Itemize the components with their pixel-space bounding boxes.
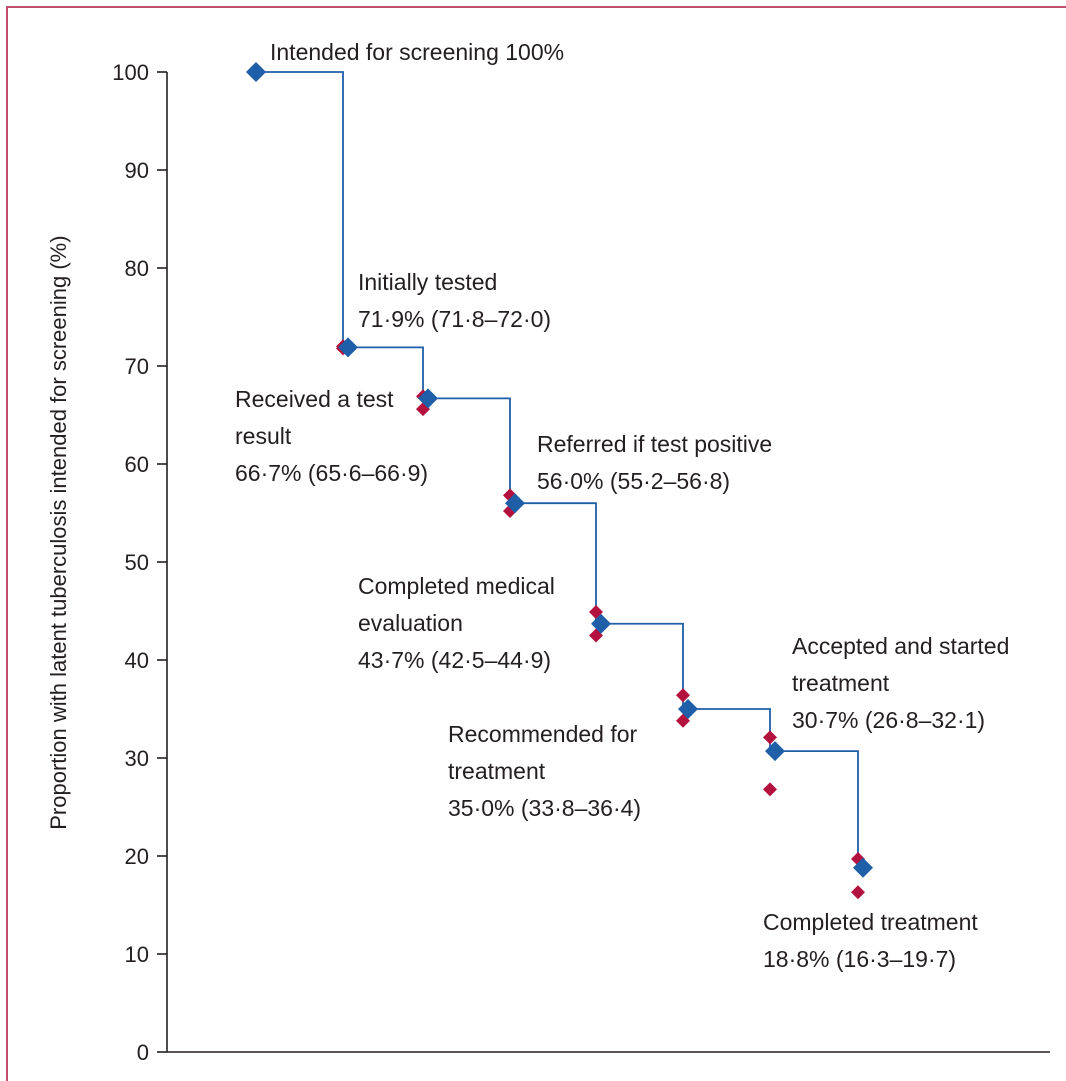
stage-label-6: Accepted and started treatment 30·7% (26·8… <box>792 633 1009 733</box>
y-tick-label-40: 40 <box>125 648 149 673</box>
stage-labels: Intended for screening 100% Initially tes… <box>235 39 1009 972</box>
stage-label-7-line-1: 18·8% (16·3–19·7) <box>763 946 956 972</box>
data-point-7 <box>853 857 873 878</box>
stage-label-3: Referred if test positive 56·0% (55·2–56·… <box>537 431 772 494</box>
stage-label-7-line-0: Completed treatment <box>763 909 978 935</box>
stage-label-3-line-0: Referred if test positive <box>537 431 772 457</box>
stage-label-4-line-2: 43·7% (42·5–44·9) <box>358 647 551 673</box>
stage-label-2: Received a test result 66·7% (65·6–66·9) <box>235 386 428 486</box>
data-point-5 <box>678 699 698 719</box>
stage-label-4-line-0: Completed medical <box>358 573 555 599</box>
figure-frame <box>6 6 1066 1081</box>
stage-label-6-line-1: treatment <box>792 670 890 696</box>
stage-label-0: Intended for screening 100% <box>270 39 564 65</box>
stage-label-5: Recommended for treatment 35·0% (33·8–36·4… <box>448 721 641 821</box>
stage-label-0-line-0: Intended for screening 100% <box>270 39 564 65</box>
data-point-1 <box>338 337 358 358</box>
stage-label-2-line-0: Received a test <box>235 386 394 412</box>
stage-label-6-line-0: Accepted and started <box>792 633 1009 659</box>
y-tick-label-50: 50 <box>125 550 149 575</box>
ci-low-marker-7 <box>851 885 865 900</box>
y-ticks: 0 10 20 30 40 50 60 70 80 90 100 <box>112 60 167 1065</box>
stage-label-6-line-2: 30·7% (26·8–32·1) <box>792 707 985 733</box>
y-tick-label-10: 10 <box>125 942 149 967</box>
stage-label-5-line-2: 35·0% (33·8–36·4) <box>448 795 641 821</box>
y-tick-label-20: 20 <box>125 844 149 869</box>
y-tick-label-70: 70 <box>125 354 149 379</box>
ci-high-marker-6 <box>763 730 777 745</box>
stage-label-4-line-1: evaluation <box>358 610 463 636</box>
stage-label-1-line-0: Initially tested <box>358 269 497 295</box>
y-axis <box>166 72 1050 1053</box>
data-point-6 <box>765 741 785 762</box>
stage-label-3-line-1: 56·0% (55·2–56·8) <box>537 468 730 494</box>
data-point-4 <box>591 613 611 634</box>
data-point-0 <box>246 62 266 82</box>
y-tick-label-30: 30 <box>125 746 149 771</box>
y-tick-label-80: 80 <box>125 256 149 281</box>
y-axis-label: Proportion with latent tuberculosis inte… <box>46 235 71 829</box>
stage-label-1-line-1: 71·9% (71·8–72·0) <box>358 306 551 332</box>
y-tick-label-100: 100 <box>112 60 149 85</box>
stage-label-1: Initially tested 71·9% (71·8–72·0) <box>358 269 551 332</box>
y-tick-label-0: 0 <box>137 1040 149 1065</box>
data-point-2 <box>418 388 438 409</box>
ci-high-marker-5 <box>676 688 690 703</box>
stage-label-5-line-1: treatment <box>448 758 546 784</box>
ci-low-marker-6 <box>763 782 777 797</box>
y-tick-label-60: 60 <box>125 452 149 477</box>
stage-label-4: Completed medical evaluation 43·7% (42·5–4… <box>358 573 555 673</box>
stage-label-2-line-2: 66·7% (65·6–66·9) <box>235 460 428 486</box>
data-point-3 <box>505 493 525 514</box>
y-tick-label-90: 90 <box>125 158 149 183</box>
stage-label-7: Completed treatment 18·8% (16·3–19·7) <box>763 909 978 972</box>
stage-label-5-line-0: Recommended for <box>448 721 638 747</box>
data-points <box>246 62 873 878</box>
stage-label-2-line-1: result <box>235 423 292 449</box>
